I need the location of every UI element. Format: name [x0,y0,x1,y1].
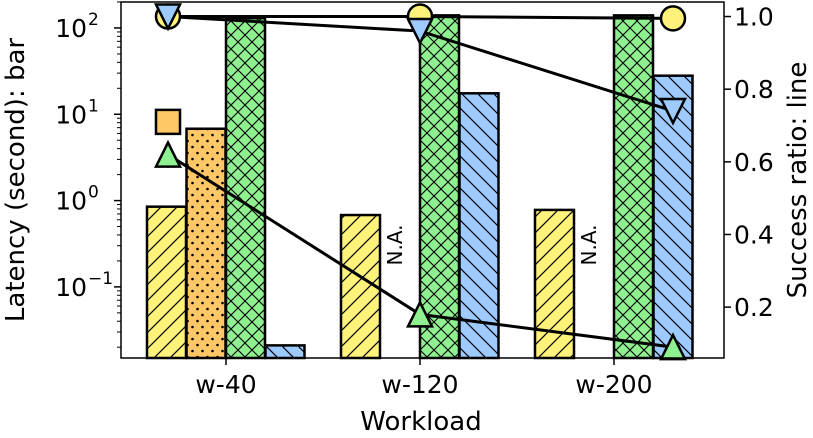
left-tick-label: 10 [55,187,87,216]
right-tick-label: 1.0 [734,3,774,32]
bars-layer: N.A. N.A. [145,14,694,360]
plot-frame [120,1,725,359]
left-tick-label: 10 [55,100,87,129]
bar [185,127,227,360]
success-marker [659,5,687,32]
right-tick-label: 0.2 [734,293,774,322]
success-markers-layer [153,3,688,361]
left-tick-exponent: 2 [88,10,99,30]
left-tick-label: 10 [55,273,87,302]
x-tick-label: w-40 [195,370,256,399]
left-tick-exponent: 1 [88,96,99,116]
right-axis-label: Success ratio: line [783,62,813,299]
right-tick-label: 0.8 [734,75,774,104]
bar [612,14,655,360]
left-tick-exponent: −1 [88,269,113,289]
success-marker [153,3,183,32]
na-label: N.A. [577,224,601,265]
bar [418,14,461,360]
success-marker [153,139,183,168]
success-marker [658,97,688,126]
x-axis: w-40 w-120 w-200 [195,358,653,399]
left-axis-label: Latency (second): bar [1,38,31,323]
x-tick-label: w-200 [575,370,652,399]
bar [533,208,576,360]
success-marker [658,332,688,361]
x-tick-label: w-120 [381,370,458,399]
success-marker [405,299,435,328]
success-marker [154,108,182,136]
x-axis-label: Workload [360,407,481,437]
right-tick-label: 0.6 [734,148,774,177]
bar [145,205,188,360]
na-label: N.A. [383,224,407,265]
bar [264,344,306,360]
left-tick-label: 10 [55,14,87,43]
bar [224,16,267,360]
success-marker [405,17,435,46]
left-tick-exponent: 0 [88,183,99,203]
bar [458,92,500,360]
right-axis: 1.0 0.8 0.6 0.4 0.2 [724,3,774,322]
right-tick-label: 0.4 [734,220,774,249]
